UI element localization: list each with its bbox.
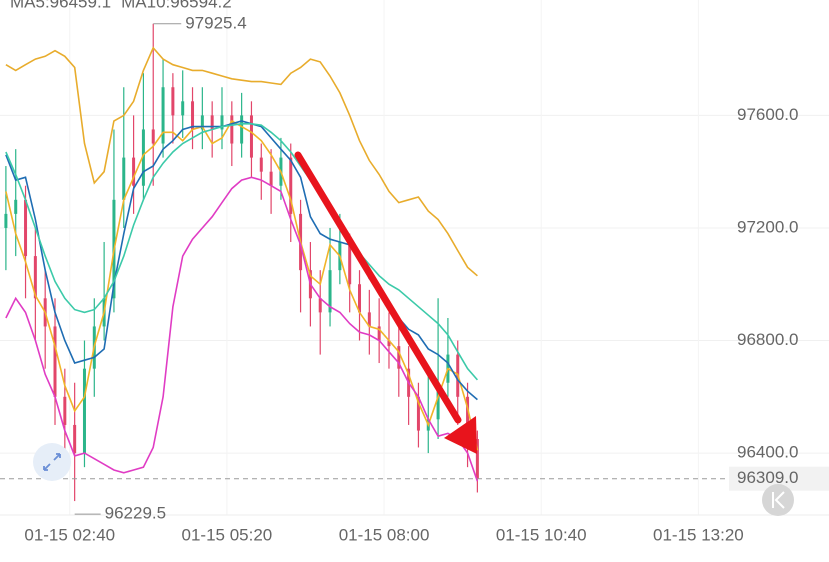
last-price-label: 96309.0 — [737, 468, 798, 487]
plot-area — [4, 23, 479, 502]
candle-body — [240, 115, 244, 144]
grid — [0, 0, 829, 516]
back-glyph — [772, 491, 785, 509]
candle-body — [4, 213, 8, 228]
candle-body — [161, 87, 165, 144]
back-button[interactable] — [762, 484, 794, 516]
candle-body — [397, 346, 401, 369]
y-tick-label: 97200.0 — [737, 217, 798, 236]
candle-body — [466, 396, 470, 440]
candle-body — [358, 284, 362, 313]
candle-body — [141, 129, 145, 186]
expand-icon[interactable] — [33, 443, 71, 481]
candle-body — [73, 424, 77, 454]
candle-body — [171, 87, 175, 116]
candle-body — [436, 382, 440, 420]
x-tick-label: 01-15 10:40 — [496, 525, 587, 544]
candle-body — [328, 270, 332, 313]
y-tick-label: 96400.0 — [737, 443, 798, 462]
low-label: 96229.5 — [105, 504, 166, 523]
candle-body — [210, 115, 214, 130]
arrow-shaft — [294, 151, 462, 424]
high-label: 97925.4 — [185, 13, 246, 32]
x-tick-label: 01-15 13:20 — [653, 525, 744, 544]
candle-body — [220, 115, 224, 130]
x-tick-label: 01-15 05:20 — [182, 525, 273, 544]
candle-body — [269, 171, 273, 186]
candle-body — [200, 115, 204, 130]
legend-entry: MA5:96459.1 — [10, 0, 111, 11]
candle-body — [475, 439, 479, 479]
x-tick-label: 01-15 08:00 — [339, 525, 430, 544]
candle-body — [416, 396, 420, 431]
indicator-line — [5, 123, 479, 381]
candle-body — [318, 298, 322, 313]
candle-body — [377, 326, 381, 341]
overlay: 96400.0 96800.0 97200.0 97600.0 01-15 02:40 0… — [0, 0, 829, 544]
expand-button[interactable] — [33, 443, 71, 481]
arrow-head — [444, 416, 477, 454]
back-circle[interactable] — [762, 484, 794, 516]
candle-body — [122, 157, 126, 200]
candle-body — [259, 157, 263, 172]
candle-body — [348, 242, 352, 285]
legend-entry: MA10:96594.2 — [121, 0, 232, 11]
candle-body — [53, 326, 57, 397]
candle-body — [33, 256, 37, 299]
candle-body — [230, 115, 234, 144]
candle-body — [181, 101, 185, 116]
candle-body — [63, 396, 67, 425]
candle-body — [132, 157, 136, 186]
y-tick-label: 97600.0 — [737, 105, 798, 124]
candle-body — [367, 312, 371, 327]
candle-body — [24, 199, 28, 257]
indicator-line — [5, 46, 478, 277]
y-tick-label: 96800.0 — [737, 330, 798, 349]
candle-body — [249, 115, 253, 158]
candle-body — [289, 157, 293, 214]
x-tick-label: 01-15 02:40 — [24, 525, 115, 544]
candle-body — [82, 368, 86, 454]
indicator-line — [5, 176, 479, 482]
candle-body — [191, 101, 195, 130]
candle-body — [14, 199, 18, 214]
candle-body — [151, 129, 155, 144]
trend-arrow — [294, 151, 477, 454]
candle-body — [387, 340, 391, 347]
indicator-line — [5, 119, 479, 451]
expand-glyph — [43, 453, 61, 471]
